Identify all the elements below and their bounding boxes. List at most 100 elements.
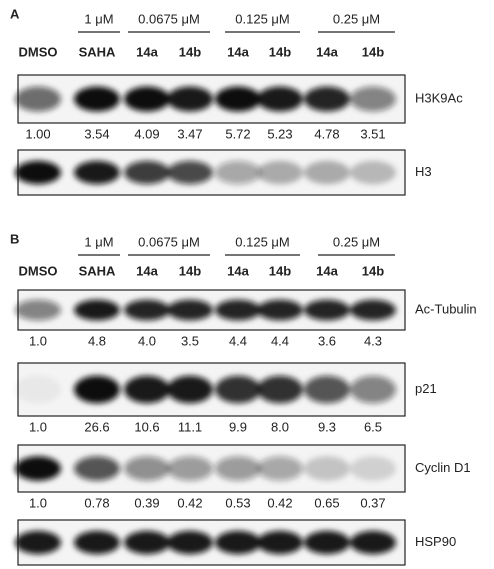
concentration-label: 1 μM: [84, 11, 113, 26]
quantification: 1.0: [29, 333, 47, 348]
band: [74, 376, 120, 404]
band: [124, 300, 170, 321]
band: [215, 531, 261, 554]
quantification: 4.4: [271, 333, 289, 348]
lane-label: DMSO: [19, 44, 58, 59]
quantification: 3.54: [84, 126, 109, 141]
concentration-label: 0.125 μM: [235, 11, 289, 26]
quantification: 4.3: [364, 333, 382, 348]
lane-label: 14a: [227, 44, 249, 59]
quantification: 4.4: [229, 333, 247, 348]
panel-label: A: [10, 6, 20, 21]
band: [167, 456, 213, 480]
concentration-label: 0.25 μM: [333, 234, 380, 249]
band: [124, 376, 170, 404]
quantification: 0.65: [314, 495, 339, 510]
band: [304, 87, 350, 112]
quantification: 0.37: [360, 495, 385, 510]
band: [167, 87, 213, 112]
band: [15, 161, 61, 184]
quantification: 5.72: [225, 126, 250, 141]
band: [74, 300, 120, 321]
band: [304, 376, 350, 404]
lane-label: 14b: [362, 263, 384, 278]
band: [124, 87, 170, 112]
band: [257, 87, 303, 112]
band: [167, 376, 213, 404]
band: [304, 300, 350, 321]
band: [74, 87, 120, 112]
quantification: 4.8: [88, 333, 106, 348]
band: [304, 456, 350, 480]
band: [215, 456, 261, 480]
band: [215, 376, 261, 404]
quantification: 0.78: [84, 495, 109, 510]
concentration-label: 0.0675 μM: [138, 234, 200, 249]
band: [350, 87, 396, 112]
lane-label: DMSO: [19, 263, 58, 278]
lane-label: 14a: [136, 44, 158, 59]
quantification: 11.1: [178, 419, 202, 434]
quantification: 9.9: [229, 419, 247, 434]
concentration-label: 1 μM: [84, 234, 113, 249]
band: [304, 531, 350, 554]
band: [215, 300, 261, 321]
band: [74, 531, 120, 554]
band: [167, 300, 213, 321]
quantification: 3.47: [177, 126, 202, 141]
band: [167, 161, 213, 184]
quantification: 4.78: [314, 126, 339, 141]
band: [124, 456, 170, 480]
quantification: 0.42: [267, 495, 292, 510]
quantification: 0.42: [177, 495, 202, 510]
lane-label: 14b: [362, 44, 384, 59]
quantification: 3.5: [181, 333, 199, 348]
quantification: 26.6: [84, 419, 109, 434]
lane-label: SAHA: [79, 263, 116, 278]
band: [15, 456, 61, 480]
blot-name: H3: [415, 164, 432, 179]
quantification: 4.0: [138, 333, 156, 348]
blot-name: H3K9Ac: [415, 90, 463, 105]
lane-label: 14a: [227, 263, 249, 278]
band: [124, 161, 170, 184]
quantification: 0.53: [225, 495, 250, 510]
band: [15, 300, 61, 321]
band: [74, 456, 120, 480]
lane-label: 14b: [179, 44, 201, 59]
band: [15, 87, 61, 112]
quantification: 1.00: [25, 126, 50, 141]
band: [350, 300, 396, 321]
blot-name: p21: [415, 381, 437, 396]
quantification: 9.3: [318, 419, 336, 434]
concentration-label: 0.0675 μM: [138, 11, 200, 26]
lane-label: 14a: [316, 263, 338, 278]
quantification: 10.6: [134, 419, 159, 434]
blot-name: HSP90: [415, 534, 456, 549]
band: [257, 376, 303, 404]
band: [215, 87, 261, 112]
lane-label: 14b: [269, 44, 291, 59]
band: [350, 376, 396, 404]
lane-label: 14a: [136, 263, 158, 278]
quantification: 1.0: [29, 495, 47, 510]
panel-label: B: [10, 231, 19, 246]
quantification: 3.51: [360, 126, 385, 141]
band: [257, 456, 303, 480]
lane-label: 14b: [179, 263, 201, 278]
blot-name: Ac-Tubulin: [415, 301, 477, 316]
band: [257, 161, 303, 184]
figure: A 1 μM 0.0675 μM 0.125 μM 0.25 μM DMSO SAHA 14a…: [0, 0, 494, 569]
band: [304, 161, 350, 184]
band: [215, 161, 261, 184]
lane-label: 14a: [316, 44, 338, 59]
blot-name: Cyclin D1: [415, 460, 471, 475]
band: [350, 161, 396, 184]
quantification: 6.5: [364, 419, 382, 434]
lane-label: 14b: [269, 263, 291, 278]
quantification: 3.6: [318, 333, 336, 348]
quantification: 8.0: [271, 419, 289, 434]
quantification: 5.23: [267, 126, 292, 141]
concentration-label: 0.125 μM: [235, 234, 289, 249]
lane-label: SAHA: [79, 44, 116, 59]
